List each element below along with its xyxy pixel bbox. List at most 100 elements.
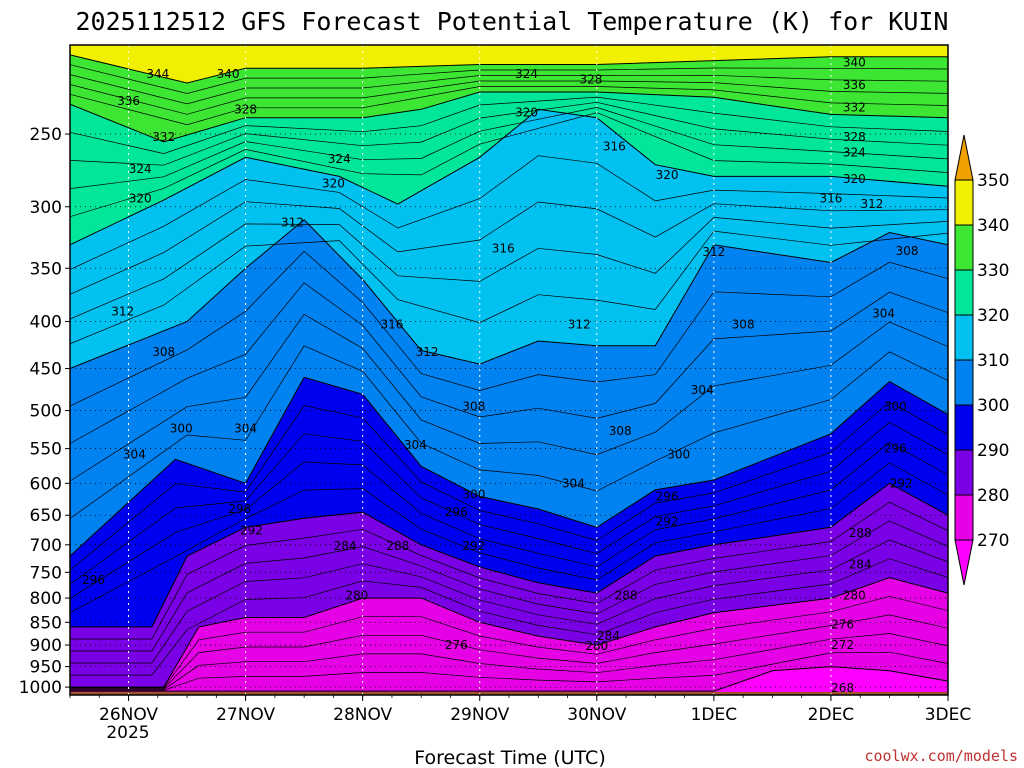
contour-label: 328 [234,102,257,116]
y-tick-label: 300 [30,198,62,218]
y-tick-label: 350 [30,259,62,279]
colorbar-label: 300 [977,396,1009,416]
band-below-280 [70,577,948,695]
contour-label: 316 [819,192,842,206]
contour-label: 320 [129,192,152,206]
colorbar-band [954,224,974,271]
colorbar-band [954,269,974,316]
contour-line [70,462,948,614]
y-tick-label: 950 [30,658,62,678]
colorbar-band [954,179,974,226]
contour-label: 336 [117,94,140,108]
colorbar-below [954,539,974,586]
y-tick-label: 600 [30,474,62,494]
contour-label: 308 [896,244,919,258]
contour-label: 312 [860,197,883,211]
contour-label: 340 [843,56,866,70]
contour-line [70,101,948,166]
contour-line [70,201,948,295]
contour-label: 316 [380,318,403,332]
contour-label: 316 [603,140,626,154]
x-tick-label: 1DEC [691,705,738,725]
plot-area: 344 340 336 328 332 324 328 340 336 332 320 328 324 3… [70,45,948,695]
contour-label: 304 [691,383,714,397]
colorbar-label: 350 [977,171,1009,191]
contour-line [70,539,948,664]
contour-label: 304 [562,476,585,490]
contour-line [70,595,948,689]
contour-label: 284 [849,557,872,571]
colorbar-band [954,494,974,541]
isotherm-270 [70,666,948,692]
x-tick-label: 2DEC [808,705,855,725]
contour-label: 276 [831,618,854,632]
contour-label: 288 [849,526,872,540]
contour-label: 284 [597,629,620,643]
contour-label: 296 [82,573,105,587]
contour-label: 308 [732,318,755,332]
contour-line [70,558,948,676]
y-tick-label: 500 [30,402,62,422]
contour-label: 312 [111,304,134,318]
contour-label: 276 [445,638,468,652]
x-tick-label: 28NOV [333,705,392,725]
contour-label: 300 [462,487,485,501]
x-tick-year: 2025 [106,723,149,743]
contour-line [70,230,948,345]
contour-label: 332 [152,130,175,144]
colorbar-label: 340 [977,216,1009,236]
contour-line [70,282,948,444]
colorbar-band [954,314,974,361]
y-tick-label: 850 [30,613,62,633]
x-axis-label: Forecast Time (UTC) [414,747,605,768]
contour-label: 268 [831,681,854,695]
x-tick-label: 29NOV [450,705,509,725]
x-tick-label: 27NOV [216,705,275,725]
y-tick-label: 550 [30,440,62,460]
contour-label: 332 [843,101,866,115]
contour-label: 320 [656,168,679,182]
contour-line [70,155,948,270]
contour-label: 344 [146,67,169,81]
ground [70,691,948,695]
contour-label: 280 [585,639,608,653]
contour-label: 300 [884,400,907,414]
contour-line [70,250,948,407]
y-tick-label: 250 [30,125,62,145]
contour-line [70,217,948,320]
x-tick-label: 30NOV [567,705,626,725]
contour-label: 280 [345,589,368,603]
colorbar-above [954,134,974,181]
contour-line [70,112,948,218]
contour-line [70,442,948,599]
colorbar-label: 270 [977,531,1009,551]
contour-labels: 344 340 336 328 332 324 328 340 336 332 320 328 324 3… [82,56,919,695]
contour-label: 312 [416,345,439,359]
contour-label: 340 [217,67,240,81]
contour-label: 300 [667,447,690,461]
contour-label: 304 [123,447,146,461]
contour-label: 312 [281,215,304,229]
contour-label: 304 [872,306,895,320]
contour-line [70,520,948,652]
contour-label: 320 [322,176,345,190]
y-tick-label: 1000 [19,678,62,698]
isotherm-300 [70,376,948,557]
contour-line [70,614,948,690]
contour-label: 320 [843,172,866,186]
y-tick-label: 800 [30,589,62,609]
y-tick-label: 750 [30,563,62,583]
contour-label: 296 [445,505,468,519]
contour-line [70,107,948,189]
colorbar-band [954,359,974,406]
contour-label: 308 [462,400,485,414]
grid-lines [70,45,948,695]
contour-label: 324 [129,162,152,176]
y-axis: 250 300 350 400 450 500 550 600 650 700 750 800 850 9… [19,125,70,698]
contour-label: 324 [515,67,538,81]
isotherm-310 [70,219,948,369]
contour-label: 328 [843,130,866,144]
contour-label: 272 [831,638,854,652]
contour-line [70,345,948,519]
y-tick-label: 700 [30,536,62,556]
